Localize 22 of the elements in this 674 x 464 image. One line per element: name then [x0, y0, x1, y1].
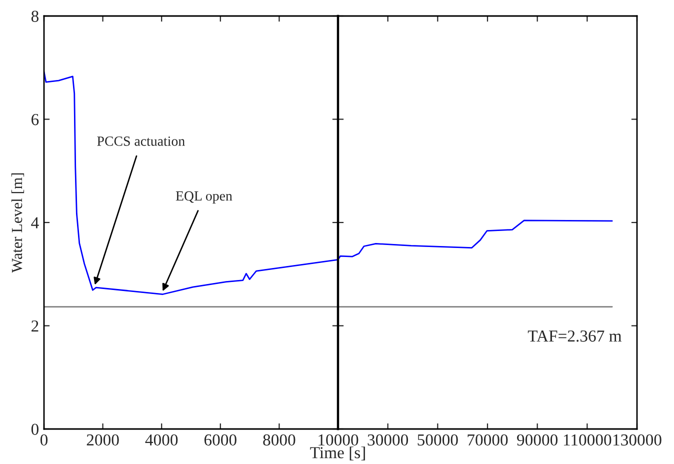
x-tick-label: 8000: [263, 434, 296, 446]
x-tick-label: 4000: [145, 434, 178, 446]
x-tick-label: 10000: [318, 434, 358, 446]
x-tick-label: 30000: [368, 434, 408, 446]
x-tick-label: 50000: [418, 434, 458, 446]
y-tick-label: 0: [31, 424, 39, 435]
x-tick-label: 6000: [204, 434, 236, 446]
x-tick-label: 0: [40, 434, 48, 446]
x-axis-title: Time [s]: [310, 446, 365, 460]
y-axis-title: Water Level [m]: [11, 173, 24, 273]
x-tick-label: 110000: [564, 434, 612, 446]
x-tick-label: 90000: [517, 434, 558, 446]
y-tick-label: 4: [31, 217, 39, 228]
annotation: PCCS actuation: [97, 136, 185, 146]
annotation: TAF=2.367 m: [528, 330, 622, 342]
x-tick-label: 70000: [468, 434, 508, 446]
x-tick-label: 130000: [613, 434, 662, 446]
y-tick-label: 2: [32, 320, 38, 332]
annotation: EQL open: [176, 191, 232, 204]
x-tick-label: 2000: [86, 434, 119, 446]
y-tick-label: 6: [32, 114, 39, 126]
y-tick-label: 8: [31, 10, 39, 22]
